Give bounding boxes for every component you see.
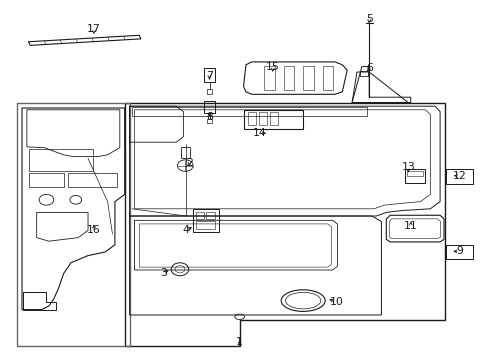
Bar <box>195 221 215 229</box>
Bar <box>207 89 212 94</box>
Text: 17: 17 <box>87 24 101 34</box>
Bar <box>181 147 189 158</box>
Bar <box>29 173 63 187</box>
Bar <box>269 112 277 125</box>
Bar <box>259 112 266 125</box>
Bar <box>404 169 425 183</box>
Bar <box>68 173 117 187</box>
Text: 4: 4 <box>182 225 189 235</box>
Text: 14: 14 <box>252 128 265 138</box>
Bar <box>322 66 333 90</box>
Bar <box>204 68 215 82</box>
Bar <box>193 209 218 232</box>
Bar <box>248 112 256 125</box>
Text: 8: 8 <box>205 112 212 122</box>
Text: 9: 9 <box>455 246 462 256</box>
Bar <box>303 66 313 90</box>
Text: 1: 1 <box>236 337 243 347</box>
Bar <box>207 119 212 123</box>
Bar <box>445 169 472 184</box>
Bar <box>445 245 472 259</box>
Text: 7: 7 <box>205 71 212 81</box>
Text: 11: 11 <box>403 221 417 231</box>
Bar <box>406 171 423 176</box>
Text: 3: 3 <box>160 268 167 278</box>
Text: 6: 6 <box>365 63 372 73</box>
Text: 15: 15 <box>265 62 279 72</box>
Text: 12: 12 <box>452 171 466 181</box>
Bar <box>283 66 294 90</box>
Bar <box>132 107 366 116</box>
Text: 13: 13 <box>401 162 414 172</box>
Text: 2: 2 <box>186 158 193 168</box>
Bar <box>204 101 215 113</box>
Text: 5: 5 <box>365 14 372 24</box>
Bar <box>206 212 215 219</box>
Text: 10: 10 <box>329 297 343 307</box>
Bar <box>29 149 93 171</box>
Text: 16: 16 <box>87 225 101 235</box>
Bar <box>244 110 303 129</box>
Bar <box>264 66 274 90</box>
Bar <box>195 212 204 219</box>
